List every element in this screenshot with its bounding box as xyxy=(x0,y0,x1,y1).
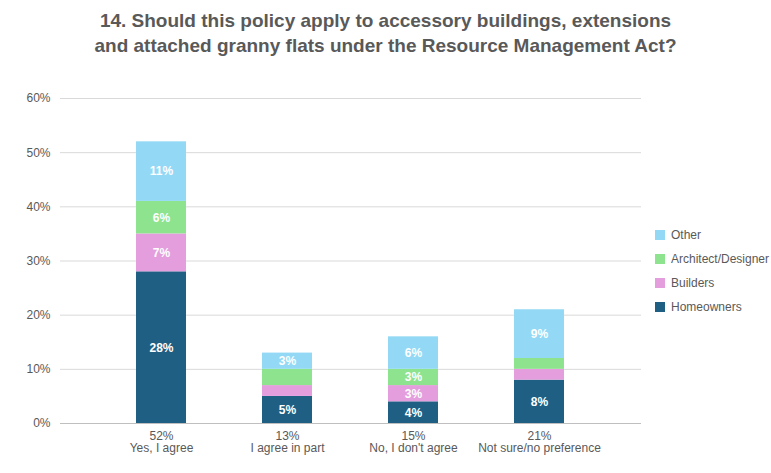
svg-text:28%: 28% xyxy=(149,341,173,355)
svg-text:0%: 0% xyxy=(33,416,51,430)
svg-text:3%: 3% xyxy=(279,354,297,368)
html-text:Other: Other xyxy=(671,228,701,242)
svg-text:5%: 5% xyxy=(279,403,297,417)
svg-text:3%: 3% xyxy=(405,387,423,401)
svg-text:6%: 6% xyxy=(405,346,423,360)
svg-text:7%: 7% xyxy=(153,246,171,260)
svg-text:4%: 4% xyxy=(405,406,423,420)
svg-text:30%: 30% xyxy=(26,254,50,268)
svg-text:20%: 20% xyxy=(26,308,50,322)
svg-text:40%: 40% xyxy=(26,200,50,214)
svg-text:21%Not sure/no preference: 21%Not sure/no preference xyxy=(478,429,601,455)
svg-text:15%No, I don't agree: 15%No, I don't agree xyxy=(369,429,458,455)
svg-text:52%Yes, I agree: 52%Yes, I agree xyxy=(130,429,194,455)
svg-text:6%: 6% xyxy=(153,211,171,225)
html-text:Architect/Designer: Architect/Designer xyxy=(671,252,769,266)
svg-text:11%: 11% xyxy=(150,164,174,178)
svg-text:13%I agree in part: 13%I agree in part xyxy=(250,429,325,455)
html-text:Homeowners: Homeowners xyxy=(671,300,742,314)
svg-text:3%: 3% xyxy=(405,370,423,384)
svg-text:10%: 10% xyxy=(26,362,50,376)
html-text:Builders: Builders xyxy=(671,276,715,290)
svg-text:60%: 60% xyxy=(26,91,50,105)
svg-text:8%: 8% xyxy=(531,395,549,409)
svg-text:9%: 9% xyxy=(531,327,549,341)
svg-text:50%: 50% xyxy=(26,146,50,160)
html-text:14. Should this policy apply t: 14. Should this policy apply to accessor… xyxy=(94,10,677,56)
